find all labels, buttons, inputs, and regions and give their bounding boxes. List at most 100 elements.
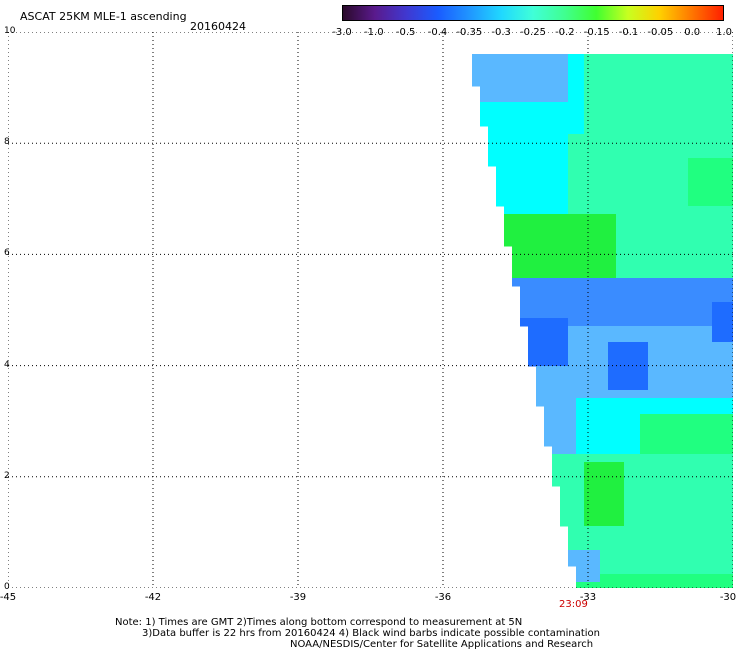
swath-cell (664, 374, 673, 383)
swath-cell (624, 102, 633, 111)
swath-cell (680, 358, 689, 367)
swath-cell (720, 70, 729, 79)
swath-cell (704, 166, 713, 175)
swath-cell (664, 438, 673, 447)
swath-cell (632, 334, 641, 343)
swath-cell (608, 238, 617, 247)
swath-cell (712, 406, 721, 415)
latitude-tick-label: 4 (4, 359, 10, 370)
swath-cell (696, 494, 705, 503)
swath-cell (528, 222, 537, 231)
swath-cell (696, 286, 705, 295)
swath-cell (640, 510, 649, 519)
swath-cell (576, 246, 585, 255)
swath-cell (576, 542, 585, 551)
swath-cell (624, 70, 633, 79)
swath-cell (584, 198, 593, 207)
swath-cell (584, 574, 593, 583)
swath-cell (576, 374, 585, 383)
swath-cell (728, 198, 733, 207)
swath-cell (664, 158, 673, 167)
swath-cell (608, 222, 617, 231)
swath-cell (720, 510, 729, 519)
swath-cell (696, 102, 705, 111)
swath-cell (568, 510, 577, 519)
swath-cell (616, 582, 625, 588)
swath-cell (576, 110, 585, 119)
swath-cell (680, 534, 689, 543)
swath-cell (544, 358, 553, 367)
swath-cell (720, 102, 729, 111)
swath-cell (648, 254, 657, 263)
swath-cell (632, 78, 641, 87)
swath-cell (584, 566, 593, 575)
swath-cell (688, 478, 697, 487)
swath-cell (544, 238, 553, 247)
swath-cell (576, 206, 585, 215)
swath-cell (648, 326, 657, 335)
swath-cell (568, 390, 577, 399)
swath-cell (696, 358, 705, 367)
swath-cell (696, 190, 705, 199)
swath-cell (592, 422, 601, 431)
swath-cell (560, 382, 569, 391)
swath-cell (704, 422, 713, 431)
swath-cell (576, 430, 585, 439)
swath-cell (712, 334, 721, 343)
swath-cell (520, 182, 529, 191)
swath-cell (616, 222, 625, 231)
swath-cell (680, 494, 689, 503)
swath-cell (616, 318, 625, 327)
swath-cell (720, 550, 729, 559)
swath-cell (672, 406, 681, 415)
swath-cell (552, 174, 561, 183)
swath-cell (536, 134, 545, 143)
swath-cell (696, 86, 705, 95)
swath-cell (648, 542, 657, 551)
swath-cell (616, 366, 625, 375)
swath-cell (720, 166, 729, 175)
swath-cell (520, 302, 529, 311)
swath-cell (592, 102, 601, 111)
swath-cell (608, 574, 617, 583)
swath-cell (672, 518, 681, 527)
swath-cell (680, 190, 689, 199)
swath-cell (632, 470, 641, 479)
swath-cell (648, 398, 657, 407)
swath-cell (632, 206, 641, 215)
swath-cell (688, 494, 697, 503)
swath-cell (512, 142, 521, 151)
swath-cell (696, 478, 705, 487)
swath-cell (656, 462, 665, 471)
swath-cell (568, 350, 577, 359)
swath-cell (648, 574, 657, 583)
swath-cell (592, 414, 601, 423)
swath-cell (608, 206, 617, 215)
swath-cell (640, 486, 649, 495)
swath-cell (560, 238, 569, 247)
swath-cell (584, 118, 593, 127)
swath-cell (544, 262, 553, 271)
swath-cell (616, 526, 625, 535)
swath-cell (640, 342, 649, 351)
swath-cell (672, 558, 681, 567)
swath-cell (488, 78, 497, 87)
swath-cell (536, 182, 545, 191)
swath-cell (664, 110, 673, 119)
swath-cell (584, 422, 593, 431)
swath-cell (552, 70, 561, 79)
swath-cell (584, 502, 593, 511)
swath-cell (624, 534, 633, 543)
swath-cell (592, 174, 601, 183)
swath-cell (704, 214, 713, 223)
swath-cell (520, 54, 529, 63)
swath-cell (640, 294, 649, 303)
swath-cell (648, 270, 657, 279)
swath-cell (544, 214, 553, 223)
swath-cell (672, 286, 681, 295)
swath-cell (720, 214, 729, 223)
swath-cell (648, 158, 657, 167)
swath-cell (608, 270, 617, 279)
swath-cell (608, 558, 617, 567)
swath-cell (680, 198, 689, 207)
